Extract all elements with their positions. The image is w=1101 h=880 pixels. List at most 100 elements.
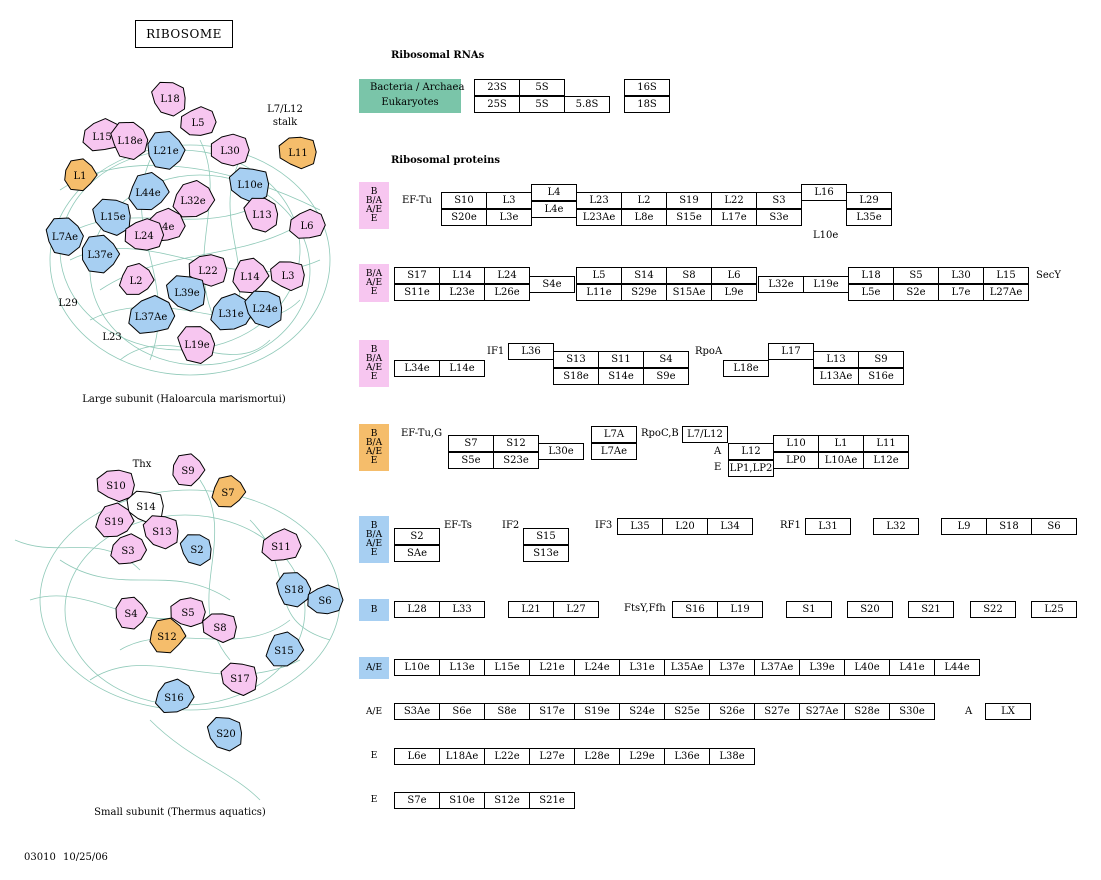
protein-box-l36e[interactable]: L36e <box>664 748 710 765</box>
protein-box-l1[interactable]: L1 <box>818 435 864 452</box>
protein-box-s24e[interactable]: S24e <box>619 703 665 720</box>
protein-box-sae[interactable]: SAe <box>394 545 440 562</box>
protein-box-l21e[interactable]: L21e <box>529 659 575 676</box>
protein-box-s8e[interactable]: S8e <box>484 703 530 720</box>
protein-box-l18ae[interactable]: L18Ae <box>439 748 485 765</box>
protein-box-l9[interactable]: L9 <box>941 518 987 535</box>
protein-box-l40e[interactable]: L40e <box>844 659 890 676</box>
protein-box-s7[interactable]: S7 <box>448 435 494 452</box>
protein-box-l20[interactable]: L20 <box>662 518 708 535</box>
protein-box-s9[interactable]: S9 <box>858 351 904 368</box>
protein-box-l14[interactable]: L14 <box>439 267 485 284</box>
protein-box-s13e[interactable]: S13e <box>523 545 569 562</box>
protein-box-l19e[interactable]: L19e <box>803 276 849 293</box>
protein-box-s3ae[interactable]: S3Ae <box>394 703 440 720</box>
protein-box-lp0[interactable]: LP0 <box>773 452 819 469</box>
protein-box-s5e[interactable]: S5e <box>448 452 494 469</box>
protein-box-s18e[interactable]: S18e <box>553 368 599 385</box>
protein-box-s17e[interactable]: S17e <box>529 703 575 720</box>
protein-box-l32e[interactable]: L32e <box>758 276 804 293</box>
protein-box-s30e[interactable]: S30e <box>889 703 935 720</box>
protein-box-l19[interactable]: L19 <box>717 601 763 618</box>
protein-box-l13e[interactable]: L13e <box>439 659 485 676</box>
protein-box-l23e[interactable]: L23e <box>439 284 485 301</box>
protein-box-l3[interactable]: L3 <box>486 192 532 209</box>
protein-box-l10[interactable]: L10 <box>773 435 819 452</box>
protein-box-l21[interactable]: L21 <box>508 601 554 618</box>
protein-box-l38e[interactable]: L38e <box>709 748 755 765</box>
protein-box-l18[interactable]: L18 <box>848 267 894 284</box>
rna-box-16s[interactable]: 16S <box>624 79 670 96</box>
protein-box-s12e[interactable]: S12e <box>484 792 530 809</box>
protein-box-l27e[interactable]: L27e <box>529 748 575 765</box>
protein-box-l37ae[interactable]: L37Ae <box>754 659 800 676</box>
protein-box-s4e[interactable]: S4e <box>529 276 575 293</box>
protein-box-lp1-lp2[interactable]: LP1,LP2 <box>728 460 774 477</box>
protein-box-l8e[interactable]: L8e <box>621 209 667 226</box>
rna-box-5s[interactable]: 5S <box>519 79 565 96</box>
protein-box-s14[interactable]: S14 <box>621 267 667 284</box>
protein-box-s15e[interactable]: S15e <box>666 209 712 226</box>
rna-box-23s[interactable]: 23S <box>474 79 520 96</box>
protein-box-s20e[interactable]: S20e <box>441 209 487 226</box>
protein-box-l15e[interactable]: L15e <box>484 659 530 676</box>
protein-box-lx[interactable]: LX <box>985 703 1031 720</box>
protein-box-l29[interactable]: L29 <box>846 192 892 209</box>
protein-box-l37e[interactable]: L37e <box>709 659 755 676</box>
protein-box-l10ae[interactable]: L10Ae <box>818 452 864 469</box>
protein-box-s15[interactable]: S15 <box>523 528 569 545</box>
protein-box-s19[interactable]: S19 <box>666 192 712 209</box>
protein-box-l11[interactable]: L11 <box>863 435 909 452</box>
protein-box-l3e[interactable]: L3e <box>486 209 532 226</box>
protein-box-l5e[interactable]: L5e <box>848 284 894 301</box>
protein-box-s6[interactable]: S6 <box>1031 518 1077 535</box>
protein-box-s21[interactable]: S21 <box>908 601 954 618</box>
protein-box-l10e[interactable]: L10e <box>394 659 440 676</box>
protein-box-l7-l12[interactable]: L7/L12 <box>682 426 728 443</box>
rna-box-5-8s[interactable]: 5.8S <box>564 96 610 113</box>
protein-box-s25e[interactable]: S25e <box>664 703 710 720</box>
protein-box-l27[interactable]: L27 <box>553 601 599 618</box>
protein-box-l12[interactable]: L12 <box>728 443 774 460</box>
protein-box-s10[interactable]: S10 <box>441 192 487 209</box>
protein-box-l9e[interactable]: L9e <box>711 284 757 301</box>
protein-box-l7ae[interactable]: L7Ae <box>591 443 637 460</box>
protein-box-s14e[interactable]: S14e <box>598 368 644 385</box>
protein-box-s27e[interactable]: S27e <box>754 703 800 720</box>
protein-box-s28e[interactable]: S28e <box>844 703 890 720</box>
protein-box-l31[interactable]: L31 <box>805 518 851 535</box>
protein-box-l16[interactable]: L16 <box>801 184 847 201</box>
protein-box-l34[interactable]: L34 <box>707 518 753 535</box>
protein-box-l13ae[interactable]: L13Ae <box>813 368 859 385</box>
protein-box-s26e[interactable]: S26e <box>709 703 755 720</box>
protein-box-s1[interactable]: S1 <box>786 601 832 618</box>
protein-box-l31e[interactable]: L31e <box>619 659 665 676</box>
protein-box-l12e[interactable]: L12e <box>863 452 909 469</box>
protein-box-l30e[interactable]: L30e <box>538 443 584 460</box>
protein-box-l4[interactable]: L4 <box>531 184 577 201</box>
protein-box-s3e[interactable]: S3e <box>756 209 802 226</box>
protein-box-l15[interactable]: L15 <box>983 267 1029 284</box>
protein-box-l11e[interactable]: L11e <box>576 284 622 301</box>
protein-box-l30[interactable]: L30 <box>938 267 984 284</box>
protein-box-s20[interactable]: S20 <box>847 601 893 618</box>
protein-box-l5[interactable]: L5 <box>576 267 622 284</box>
protein-box-s11e[interactable]: S11e <box>394 284 440 301</box>
protein-box-s16e[interactable]: S16e <box>858 368 904 385</box>
protein-box-l27ae[interactable]: L27Ae <box>983 284 1029 301</box>
protein-box-l4e[interactable]: L4e <box>531 201 577 218</box>
protein-box-s2e[interactable]: S2e <box>893 284 939 301</box>
protein-box-l39e[interactable]: L39e <box>799 659 845 676</box>
protein-box-l2[interactable]: L2 <box>621 192 667 209</box>
protein-box-s15ae[interactable]: S15Ae <box>666 284 712 301</box>
protein-box-l35ae[interactable]: L35Ae <box>664 659 710 676</box>
protein-box-l41e[interactable]: L41e <box>889 659 935 676</box>
protein-box-l33[interactable]: L33 <box>439 601 485 618</box>
protein-box-l25[interactable]: L25 <box>1031 601 1077 618</box>
protein-box-s27ae[interactable]: S27Ae <box>799 703 845 720</box>
protein-box-s12[interactable]: S12 <box>493 435 539 452</box>
protein-box-s10e[interactable]: S10e <box>439 792 485 809</box>
protein-box-l24[interactable]: L24 <box>484 267 530 284</box>
protein-box-l7e[interactable]: L7e <box>938 284 984 301</box>
protein-box-l34e[interactable]: L34e <box>394 360 440 377</box>
